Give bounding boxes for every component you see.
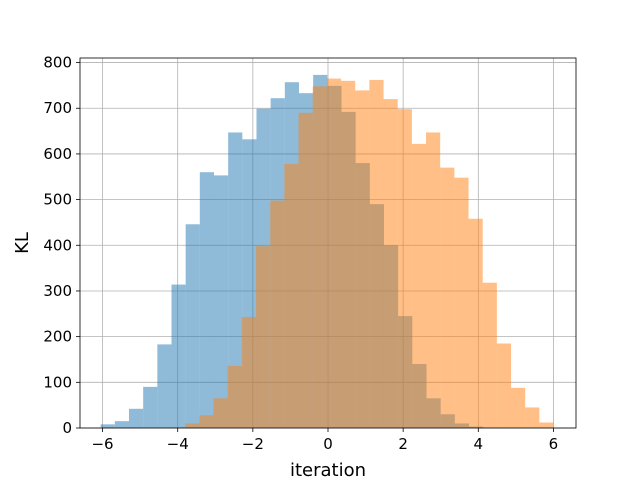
histogram-bar-series-2 xyxy=(496,343,512,428)
y-tick-label: 500 xyxy=(43,191,72,209)
histogram-bar-series-2 xyxy=(199,415,214,428)
y-tick-label: 200 xyxy=(43,328,72,346)
x-tick-label: 4 xyxy=(474,435,484,453)
histogram-bar-series-1 xyxy=(128,408,144,428)
y-axis-label: KL xyxy=(12,232,33,254)
histogram-bar-series-1 xyxy=(199,172,214,428)
x-tick-label: 0 xyxy=(323,435,333,453)
histogram-bar-series-2 xyxy=(326,78,342,429)
histogram-bar-series-2 xyxy=(411,143,427,429)
histogram-bar-series-1 xyxy=(171,284,186,428)
histogram-bar-series-2 xyxy=(482,282,497,428)
histogram-bar-series-2 xyxy=(426,132,441,428)
x-axis-label: iteration xyxy=(290,460,366,480)
histogram-bar-series-1 xyxy=(143,386,158,428)
histogram-bar-series-2 xyxy=(468,218,483,428)
y-tick-label: 600 xyxy=(43,145,72,163)
histogram-bar-series-2 xyxy=(284,163,299,428)
histogram-bar-series-2 xyxy=(256,246,271,428)
histogram-bar-series-2 xyxy=(341,80,356,428)
x-tick-label: −6 xyxy=(91,435,113,453)
bars xyxy=(100,74,554,429)
histogram-bar-series-2 xyxy=(511,387,526,428)
x-tick-label: 2 xyxy=(398,435,408,453)
x-tick-label: 6 xyxy=(549,435,559,453)
x-tick-label: −4 xyxy=(167,435,189,453)
histogram-bar-series-2 xyxy=(539,422,554,428)
histogram-bar-series-2 xyxy=(369,79,384,428)
y-tick-label: 400 xyxy=(43,236,72,254)
histogram-bar-series-2 xyxy=(454,177,469,428)
histogram-bar-series-2 xyxy=(270,200,285,428)
histogram-bar-series-2 xyxy=(397,109,412,428)
y-tick-label: 700 xyxy=(43,99,72,117)
histogram-bar-series-1 xyxy=(157,344,172,428)
histogram-bar-series-2 xyxy=(213,398,228,428)
histogram-bar-series-2 xyxy=(185,423,200,428)
histogram-bar-series-2 xyxy=(312,86,327,428)
y-tick-label: 300 xyxy=(43,282,72,300)
histogram-bar-series-2 xyxy=(525,407,540,428)
histogram-bar-series-1 xyxy=(114,421,129,428)
histogram-bar-series-2 xyxy=(383,99,398,428)
x-tick-label: −2 xyxy=(242,435,264,453)
histogram-bar-series-1 xyxy=(185,224,200,428)
histogram-bar-series-2 xyxy=(440,167,455,428)
histogram-bar-series-2 xyxy=(241,317,257,428)
histogram-bar-series-1 xyxy=(100,424,115,428)
histogram-bar-series-2 xyxy=(355,90,370,428)
ticks: −6 −4 −2 0 2 4 6 0 100 200 300 400 500 600 700 800 xyxy=(43,54,558,453)
histogram-bar-series-1 xyxy=(228,132,243,428)
y-tick-label: 0 xyxy=(62,419,72,437)
histogram-bar-series-2 xyxy=(298,112,313,428)
histogram-bar-series-2 xyxy=(227,365,242,428)
y-tick-label: 100 xyxy=(43,373,72,391)
histogram-bar-series-1 xyxy=(213,175,229,428)
y-tick-label: 800 xyxy=(43,54,72,72)
